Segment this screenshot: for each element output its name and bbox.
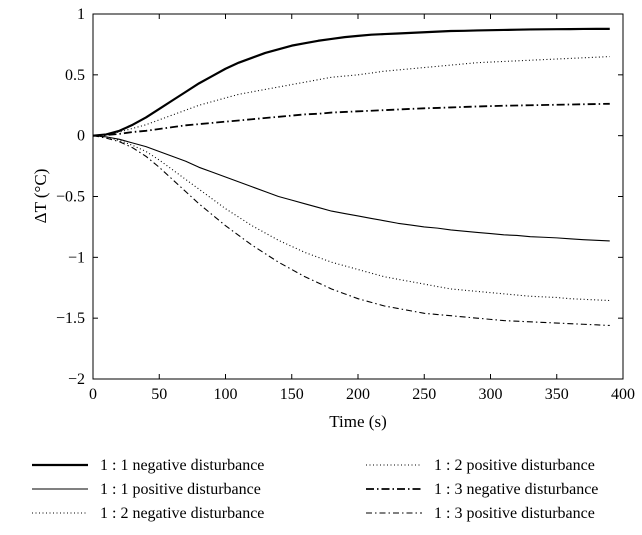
y-tick-label: −0.5 — [56, 189, 85, 206]
legend-label: 1 : 2 positive disturbance — [434, 457, 595, 474]
series-line-6 — [92, 135, 610, 327]
y-tick-label: −2 — [68, 371, 85, 388]
legend-label: 1 : 3 positive disturbance — [434, 505, 595, 522]
legend: 1 : 1 negative disturbance 1 : 2 positive… — [32, 457, 598, 522]
x-tick-label: 300 — [479, 386, 503, 403]
y-tick-label: 0 — [77, 128, 85, 145]
x-tick-label: 400 — [611, 386, 635, 403]
series-line-5 — [92, 102, 610, 137]
y-axis-label: ΔT (°C) — [31, 169, 50, 224]
y-tick-label: −1.5 — [56, 310, 85, 327]
x-tick-label: 350 — [545, 386, 569, 403]
x-tick-label: 100 — [214, 386, 238, 403]
series-group — [92, 27, 610, 327]
series-line-3 — [92, 135, 610, 302]
y-tick-label: 1 — [77, 6, 85, 23]
series-line-1 — [92, 27, 610, 137]
plot-frame — [92, 13, 624, 380]
legend-label: 1 : 3 negative disturbance — [434, 481, 598, 498]
y-axis: 1 0.5 0 −0.5 −1 −1.5 −2 — [56, 6, 623, 388]
x-tick-label: 50 — [151, 386, 167, 403]
x-tick-label: 250 — [412, 386, 436, 403]
x-axis-label: Time (s) — [329, 412, 386, 431]
x-tick-label: 200 — [346, 386, 370, 403]
x-tick-label: 150 — [280, 386, 304, 403]
series-line-4 — [92, 56, 610, 137]
x-tick-label: 0 — [89, 386, 97, 403]
y-tick-label: 0.5 — [65, 67, 85, 84]
legend-label: 1 : 2 negative disturbance — [100, 505, 264, 522]
legend-label: 1 : 1 negative disturbance — [100, 457, 264, 474]
series-line-2 — [92, 135, 610, 242]
x-axis: 0 50 100 150 200 250 300 350 400 — [89, 14, 635, 403]
y-tick-label: −1 — [68, 249, 85, 266]
legend-label: 1 : 1 positive disturbance — [100, 481, 261, 498]
